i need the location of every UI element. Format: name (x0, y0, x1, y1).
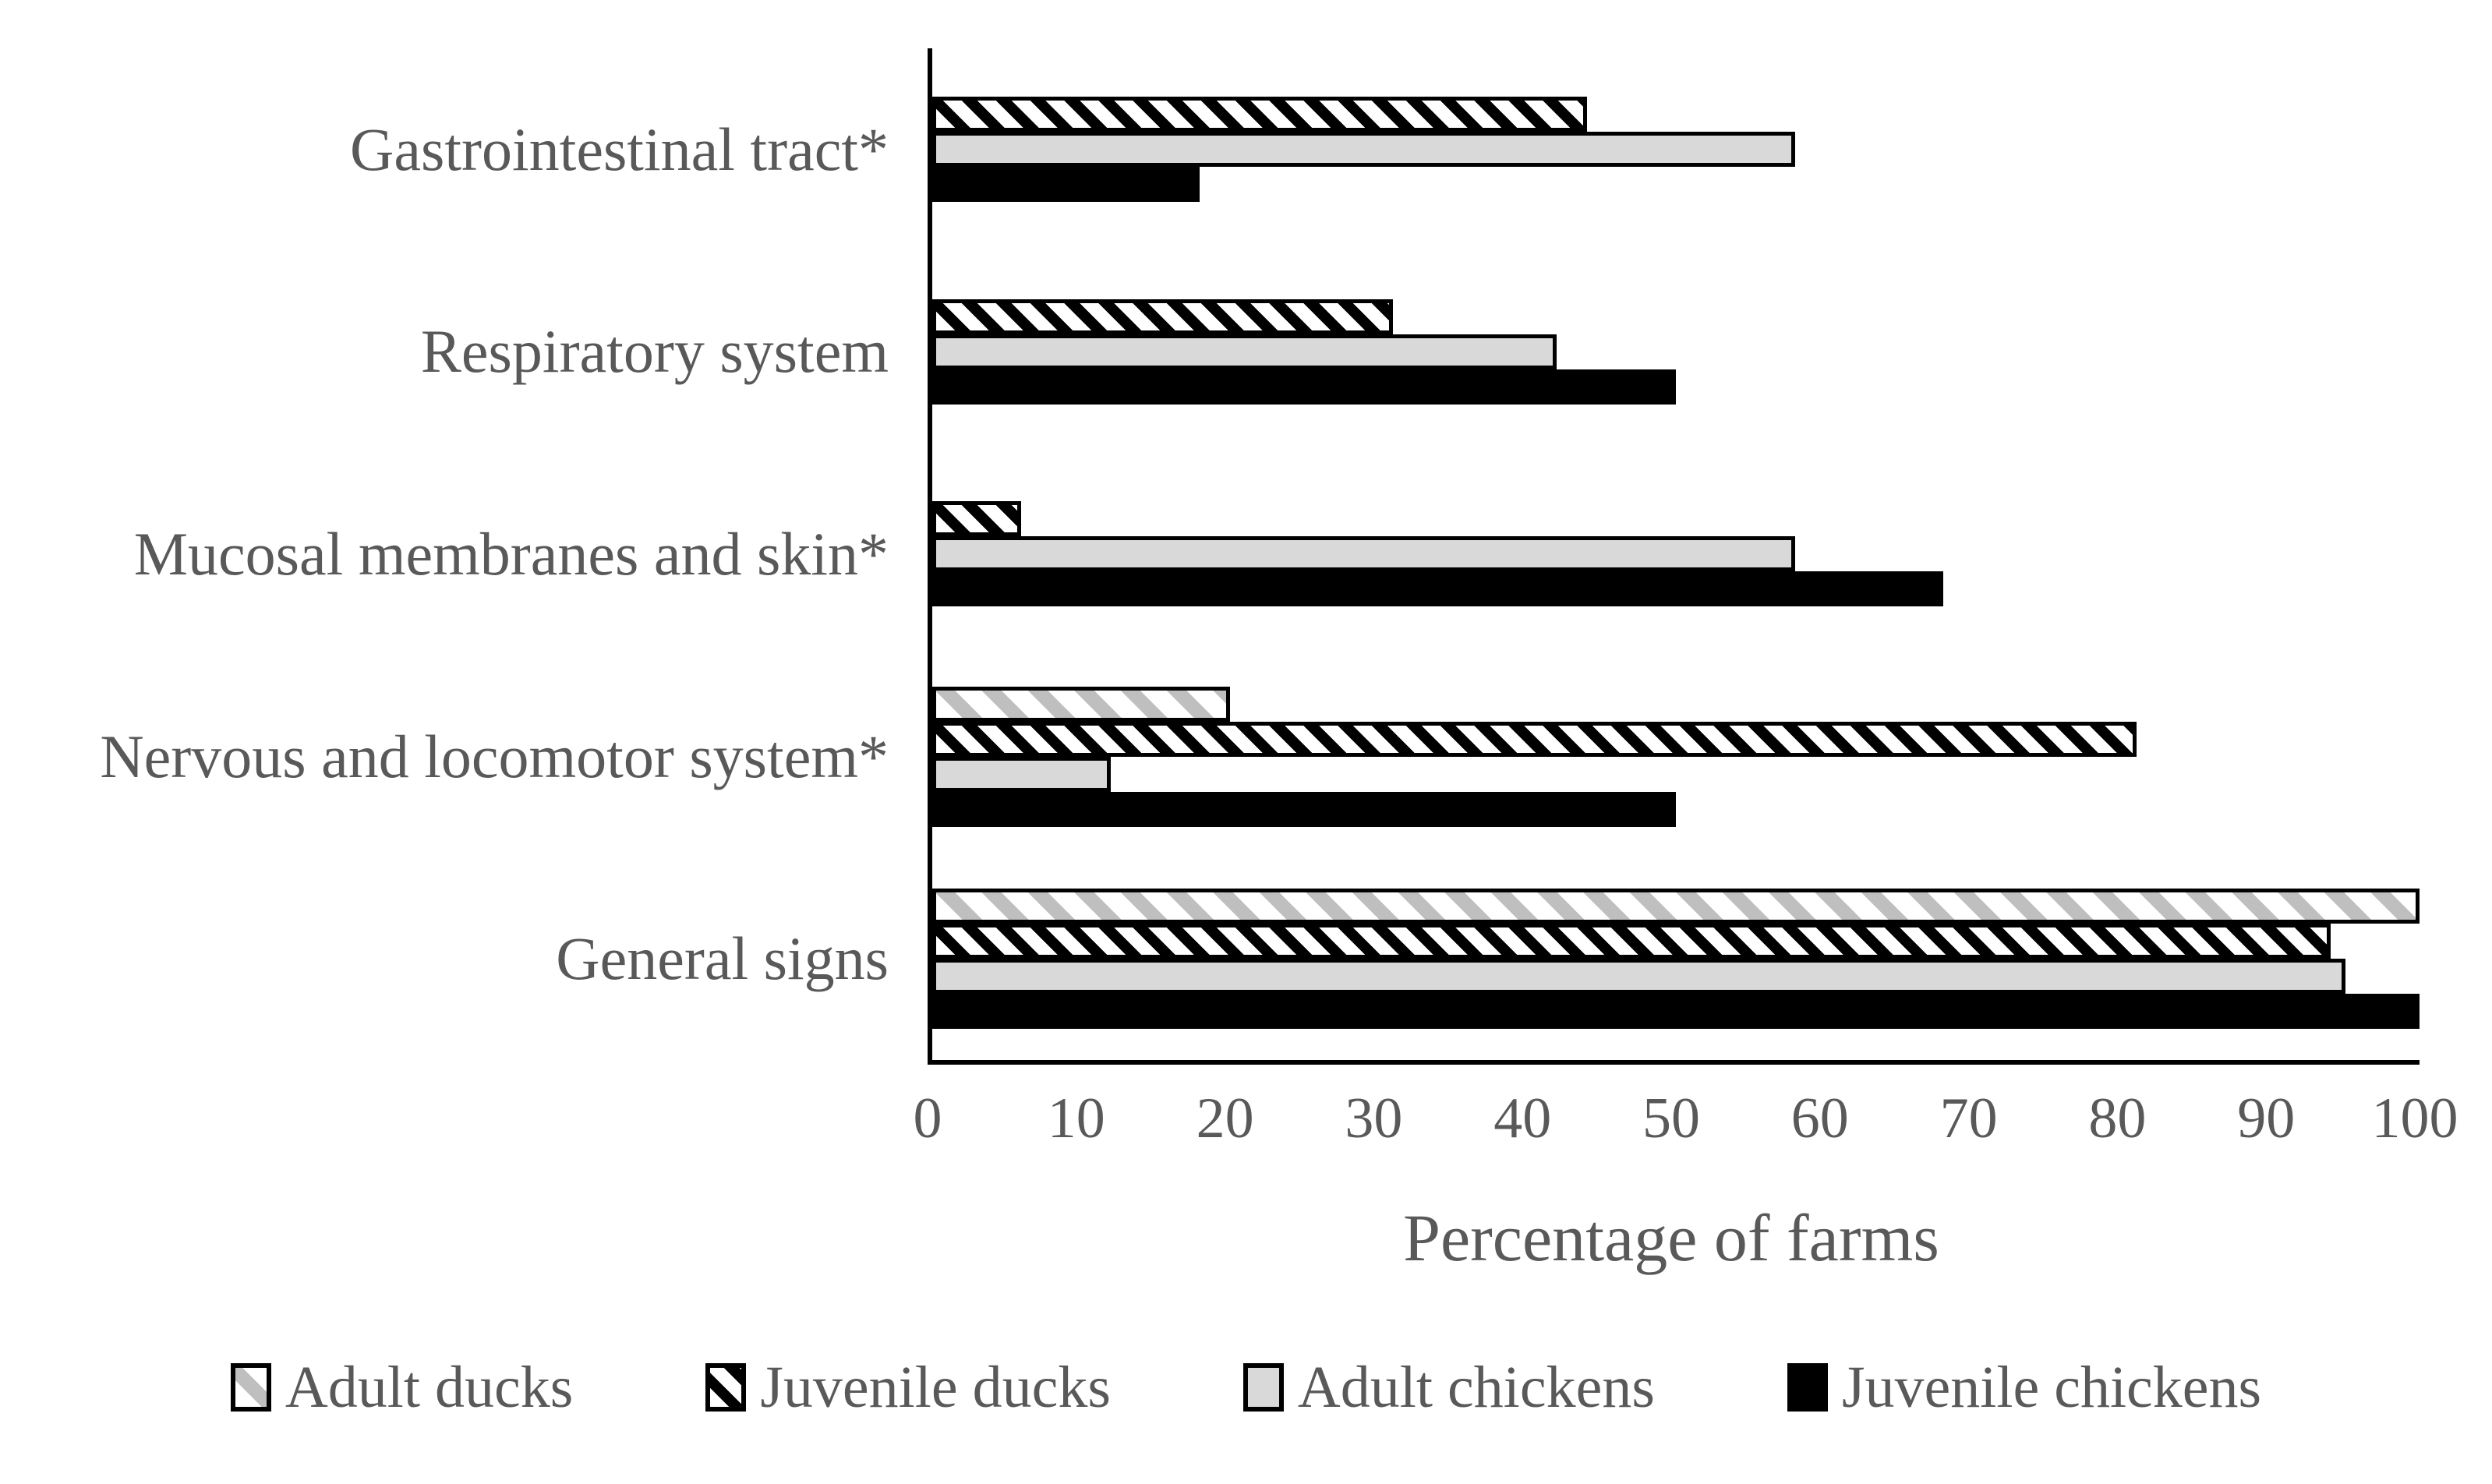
x-tick-80: 80 (2088, 1086, 2147, 1150)
bar-adult-chickens-gastrointestinal-tract (932, 132, 1795, 168)
x-tick-30: 30 (1345, 1086, 1403, 1150)
legend-item-adult-ducks: Adult ducks (230, 1355, 574, 1420)
category-label-nervous-and-locomotor-system: Nervous and locomotor system* (100, 722, 889, 790)
legend-item-juvenile-ducks: Juvenile ducks (705, 1358, 1111, 1417)
legend-label-juvenile-ducks: Juvenile ducks (760, 1355, 1111, 1420)
legend-label-adult-ducks: Adult ducks (285, 1355, 574, 1420)
x-tick-20: 20 (1196, 1086, 1254, 1150)
bar-juvenile-ducks-gastrointestinal-tract (932, 97, 1587, 132)
category-band-mucosal-membranes-and-skin (932, 453, 2420, 655)
x-tick-90: 90 (2237, 1086, 2296, 1150)
legend-swatch-adult-chickens (1242, 1363, 1284, 1412)
bar-adult-chickens-respiratory-system (932, 334, 1557, 369)
category-band-nervous-and-locomotor-system (932, 655, 2420, 858)
category-label-mucosal-membranes-and-skin: Mucosal membranes and skin* (133, 520, 889, 588)
x-tick-70: 70 (1939, 1086, 1998, 1150)
bar-juvenile-ducks-nervous-and-locomotor-system (932, 721, 2137, 757)
x-tick-0: 0 (913, 1086, 942, 1150)
x-tick-60: 60 (1790, 1086, 1849, 1150)
x-axis-title: Percentage of farms (1403, 1200, 1939, 1275)
legend-label-adult-chickens: Adult chickens (1297, 1355, 1655, 1420)
bar-juvenile-chickens-general-signs (932, 994, 2420, 1030)
legend-label-juvenile-chickens: Juvenile chickens (1841, 1355, 2262, 1420)
x-tick-100: 100 (2371, 1086, 2458, 1150)
legend-swatch-juvenile-ducks (705, 1363, 747, 1412)
category-band-respiratory-system (932, 251, 2420, 454)
bar-juvenile-ducks-respiratory-system (932, 299, 1394, 334)
bar-adult-ducks-nervous-and-locomotor-system (932, 686, 1230, 722)
bar-adult-chickens-nervous-and-locomotor-system (932, 756, 1111, 792)
legend: Adult ducks Juvenile ducks Adult chickens J… (0, 1358, 2492, 1417)
bar-juvenile-chickens-respiratory-system (932, 369, 1676, 405)
category-band-general-signs (932, 857, 2420, 1060)
bar-adult-chickens-mucosal-membranes-and-skin (932, 536, 1795, 572)
plot-area (928, 48, 2420, 1065)
category-label-respiratory-system: Respiratory system (420, 317, 889, 386)
bar-juvenile-ducks-mucosal-membranes-and-skin (932, 501, 1022, 537)
bar-juvenile-chickens-nervous-and-locomotor-system (932, 791, 1676, 827)
legend-swatch-adult-ducks (230, 1363, 271, 1412)
x-tick-10: 10 (1047, 1086, 1105, 1150)
category-label-gastrointestinal-tract: Gastrointestinal tract* (350, 115, 889, 183)
legend-item-juvenile-chickens: Juvenile chickens (1787, 1358, 2261, 1417)
bar-juvenile-chickens-gastrointestinal-tract (932, 167, 1200, 203)
bar-juvenile-ducks-general-signs (932, 924, 2331, 959)
x-tick-40: 40 (1493, 1086, 1552, 1150)
x-tick-50: 50 (1642, 1086, 1700, 1150)
legend-swatch-juvenile-chickens (1787, 1363, 1828, 1412)
bar-adult-chickens-general-signs (932, 959, 2345, 995)
category-band-gastrointestinal-tract (932, 48, 2420, 251)
legend-item-adult-chickens: Adult chickens (1242, 1355, 1655, 1420)
bar-juvenile-chickens-mucosal-membranes-and-skin (932, 571, 1944, 607)
bar-adult-ducks-general-signs (932, 889, 2420, 924)
category-label-general-signs: General signs (556, 924, 889, 993)
